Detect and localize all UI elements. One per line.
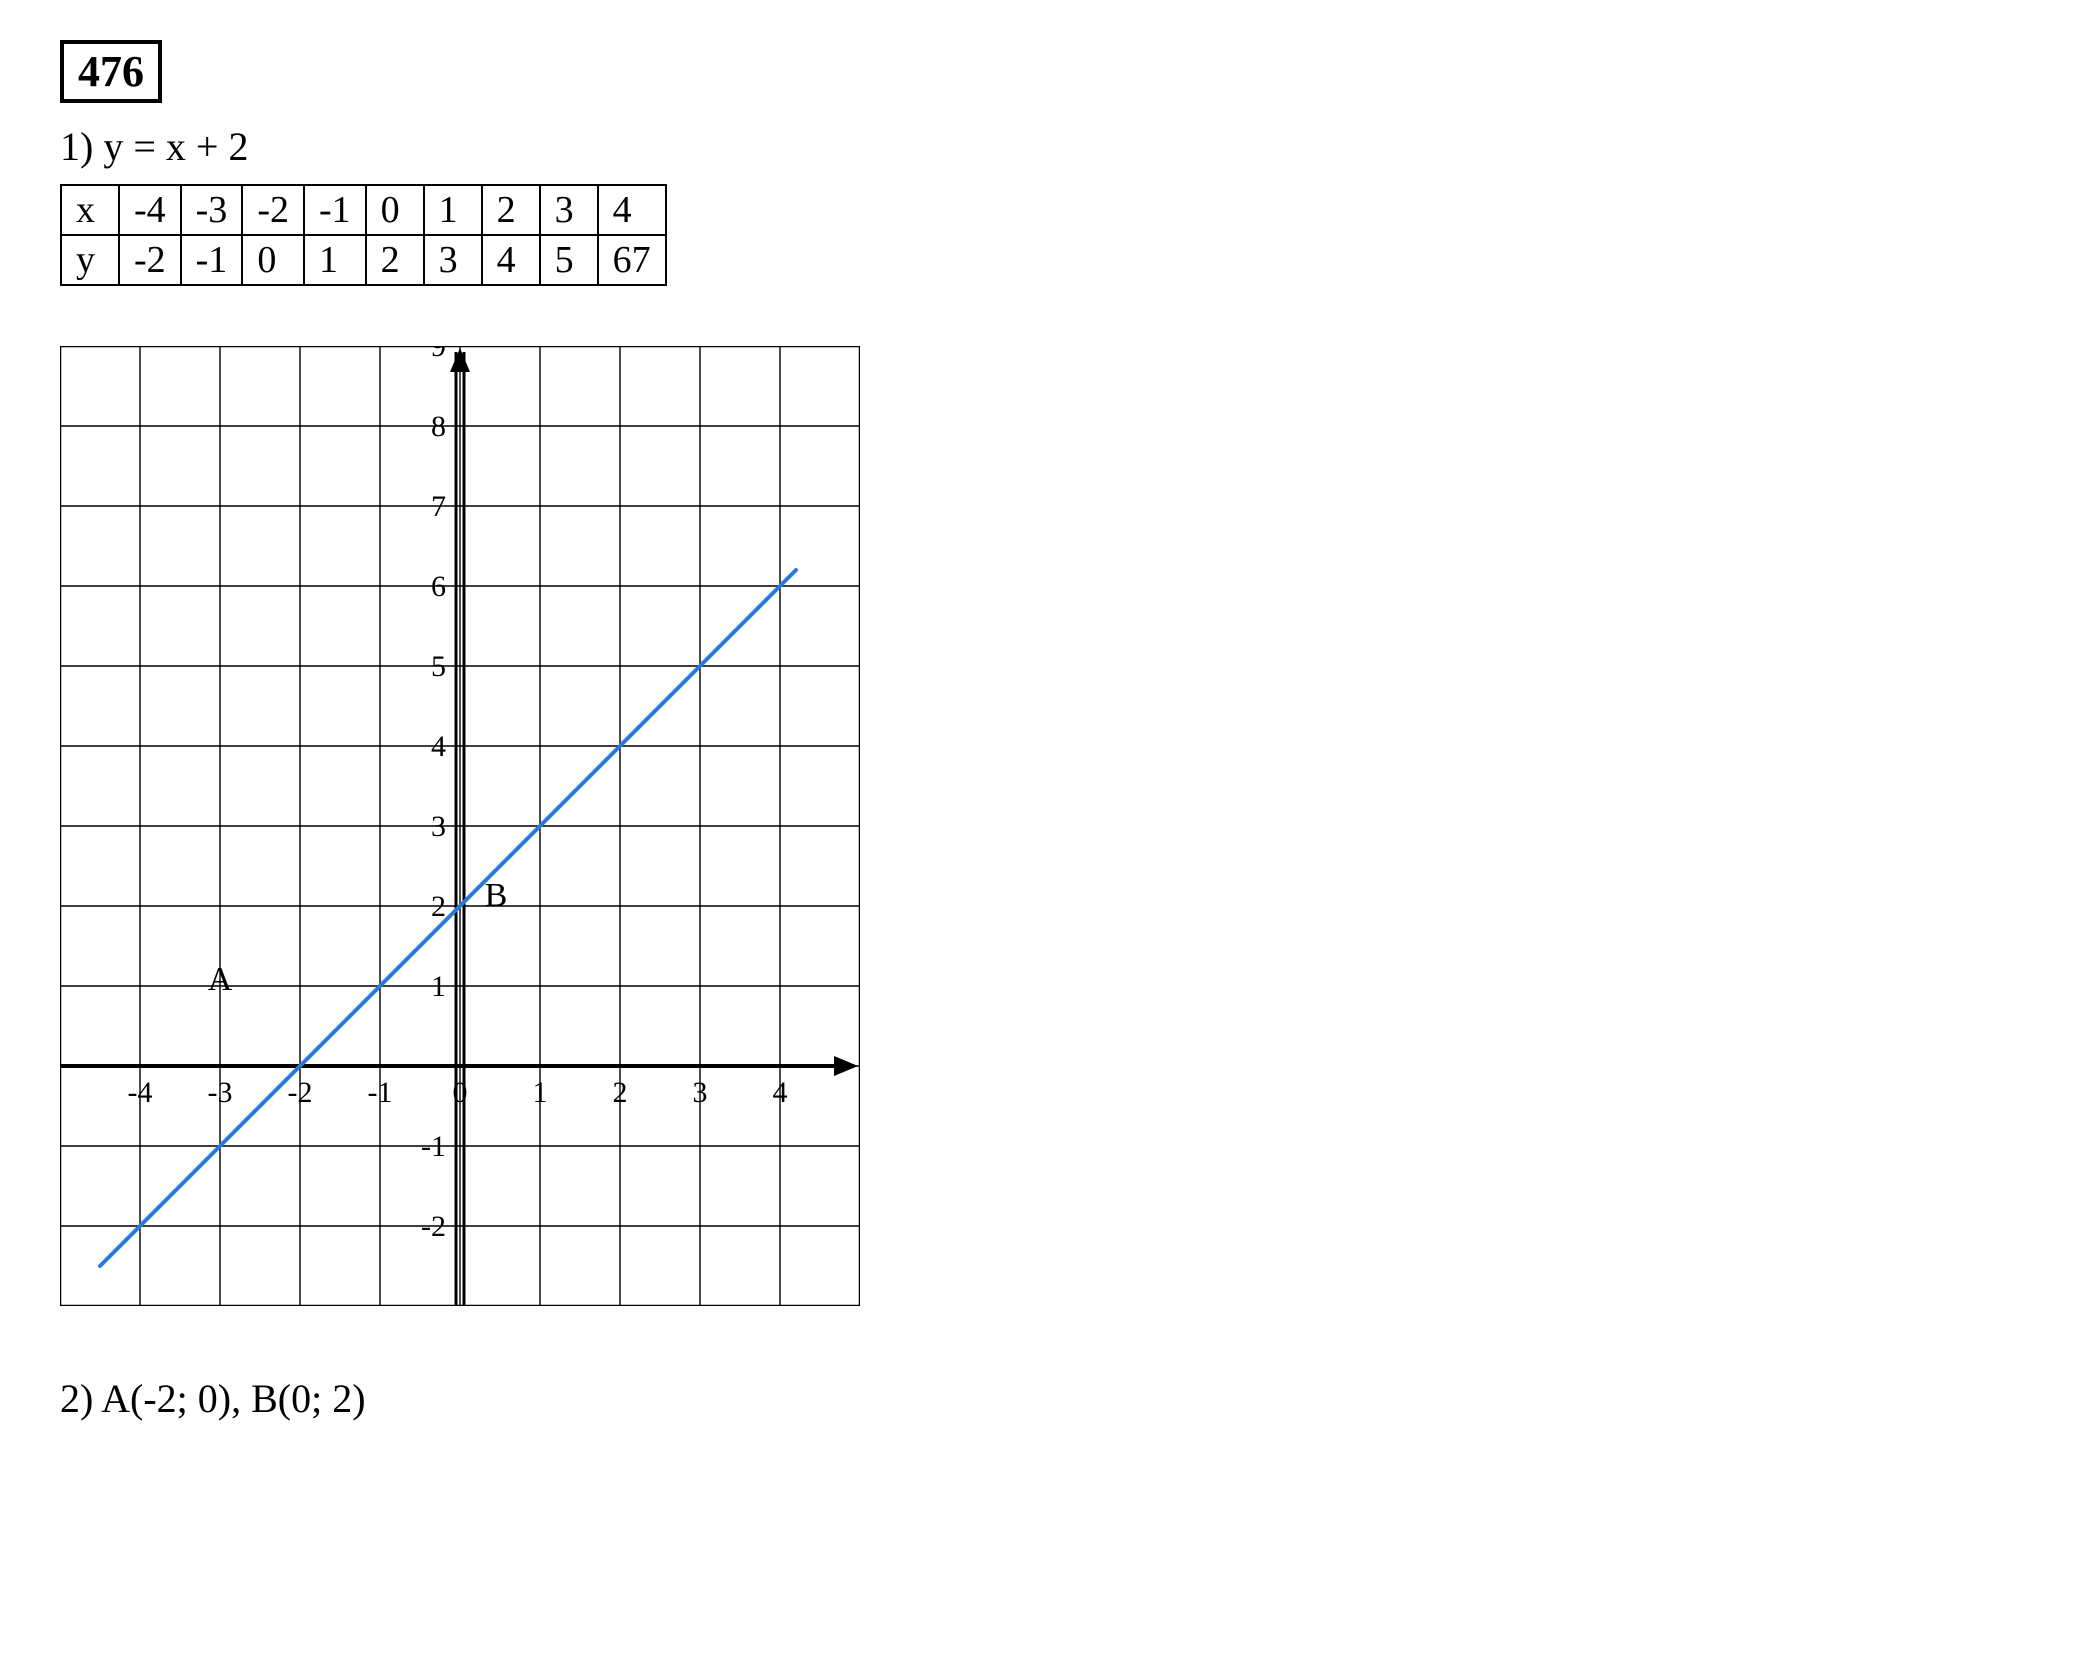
svg-text:-4: -4 (128, 1076, 153, 1109)
svg-text:4: 4 (431, 730, 446, 763)
svg-text:2: 2 (431, 890, 446, 923)
svg-text:-2: -2 (288, 1076, 313, 1109)
table-row: y -2 -1 0 1 2 3 4 5 67 (61, 235, 666, 285)
table-cell: -3 (181, 185, 243, 235)
answer-part-2: 2) A(-2; 0), B(0; 2) (60, 1375, 2022, 1422)
svg-text:5: 5 (431, 650, 446, 683)
svg-text:A: A (208, 961, 233, 998)
table-row: x -4 -3 -2 -1 0 1 2 3 4 (61, 185, 666, 235)
svg-text:9: 9 (431, 346, 446, 363)
svg-text:1: 1 (431, 970, 446, 1003)
svg-text:4: 4 (773, 1076, 788, 1109)
svg-text:B: B (485, 877, 508, 914)
table-cell: 3 (424, 235, 482, 285)
table-header-y: y (61, 235, 119, 285)
table-cell: 0 (366, 185, 424, 235)
svg-text:-1: -1 (368, 1076, 393, 1109)
value-table: x -4 -3 -2 -1 0 1 2 3 4 y -2 -1 0 1 2 3 … (60, 184, 667, 286)
exercise-number: 476 (60, 40, 162, 103)
page: 476 1) y = x + 2 x -4 -3 -2 -1 0 1 2 3 4… (0, 0, 2082, 1662)
table-cell: 2 (482, 185, 540, 235)
svg-text:3: 3 (431, 810, 446, 843)
graph-container: -4-3-2-101234123456789-1-2AB (60, 346, 2022, 1315)
table-cell: 4 (482, 235, 540, 285)
table-cell: 1 (304, 235, 366, 285)
svg-text:0: 0 (453, 1076, 468, 1109)
table-cell: -4 (119, 185, 181, 235)
table-cell: -2 (119, 235, 181, 285)
graph: -4-3-2-101234123456789-1-2AB (60, 346, 860, 1306)
equation-part-1: 1) y = x + 2 (60, 123, 2022, 170)
table-cell: 5 (540, 235, 598, 285)
svg-text:7: 7 (431, 490, 446, 523)
table-cell: 67 (598, 235, 666, 285)
table-cell: 4 (598, 185, 666, 235)
table-cell: 3 (540, 185, 598, 235)
table-cell: 0 (242, 235, 304, 285)
svg-text:-1: -1 (421, 1130, 446, 1163)
table-cell: -1 (181, 235, 243, 285)
svg-text:-3: -3 (208, 1076, 233, 1109)
svg-text:-2: -2 (421, 1210, 446, 1243)
table-header-x: x (61, 185, 119, 235)
svg-text:6: 6 (431, 570, 446, 603)
svg-text:3: 3 (693, 1076, 708, 1109)
table-cell: -1 (304, 185, 366, 235)
svg-text:1: 1 (533, 1076, 548, 1109)
svg-text:8: 8 (431, 410, 446, 443)
table-cell: 2 (366, 235, 424, 285)
svg-text:2: 2 (613, 1076, 628, 1109)
table-cell: -2 (242, 185, 304, 235)
table-cell: 1 (424, 185, 482, 235)
